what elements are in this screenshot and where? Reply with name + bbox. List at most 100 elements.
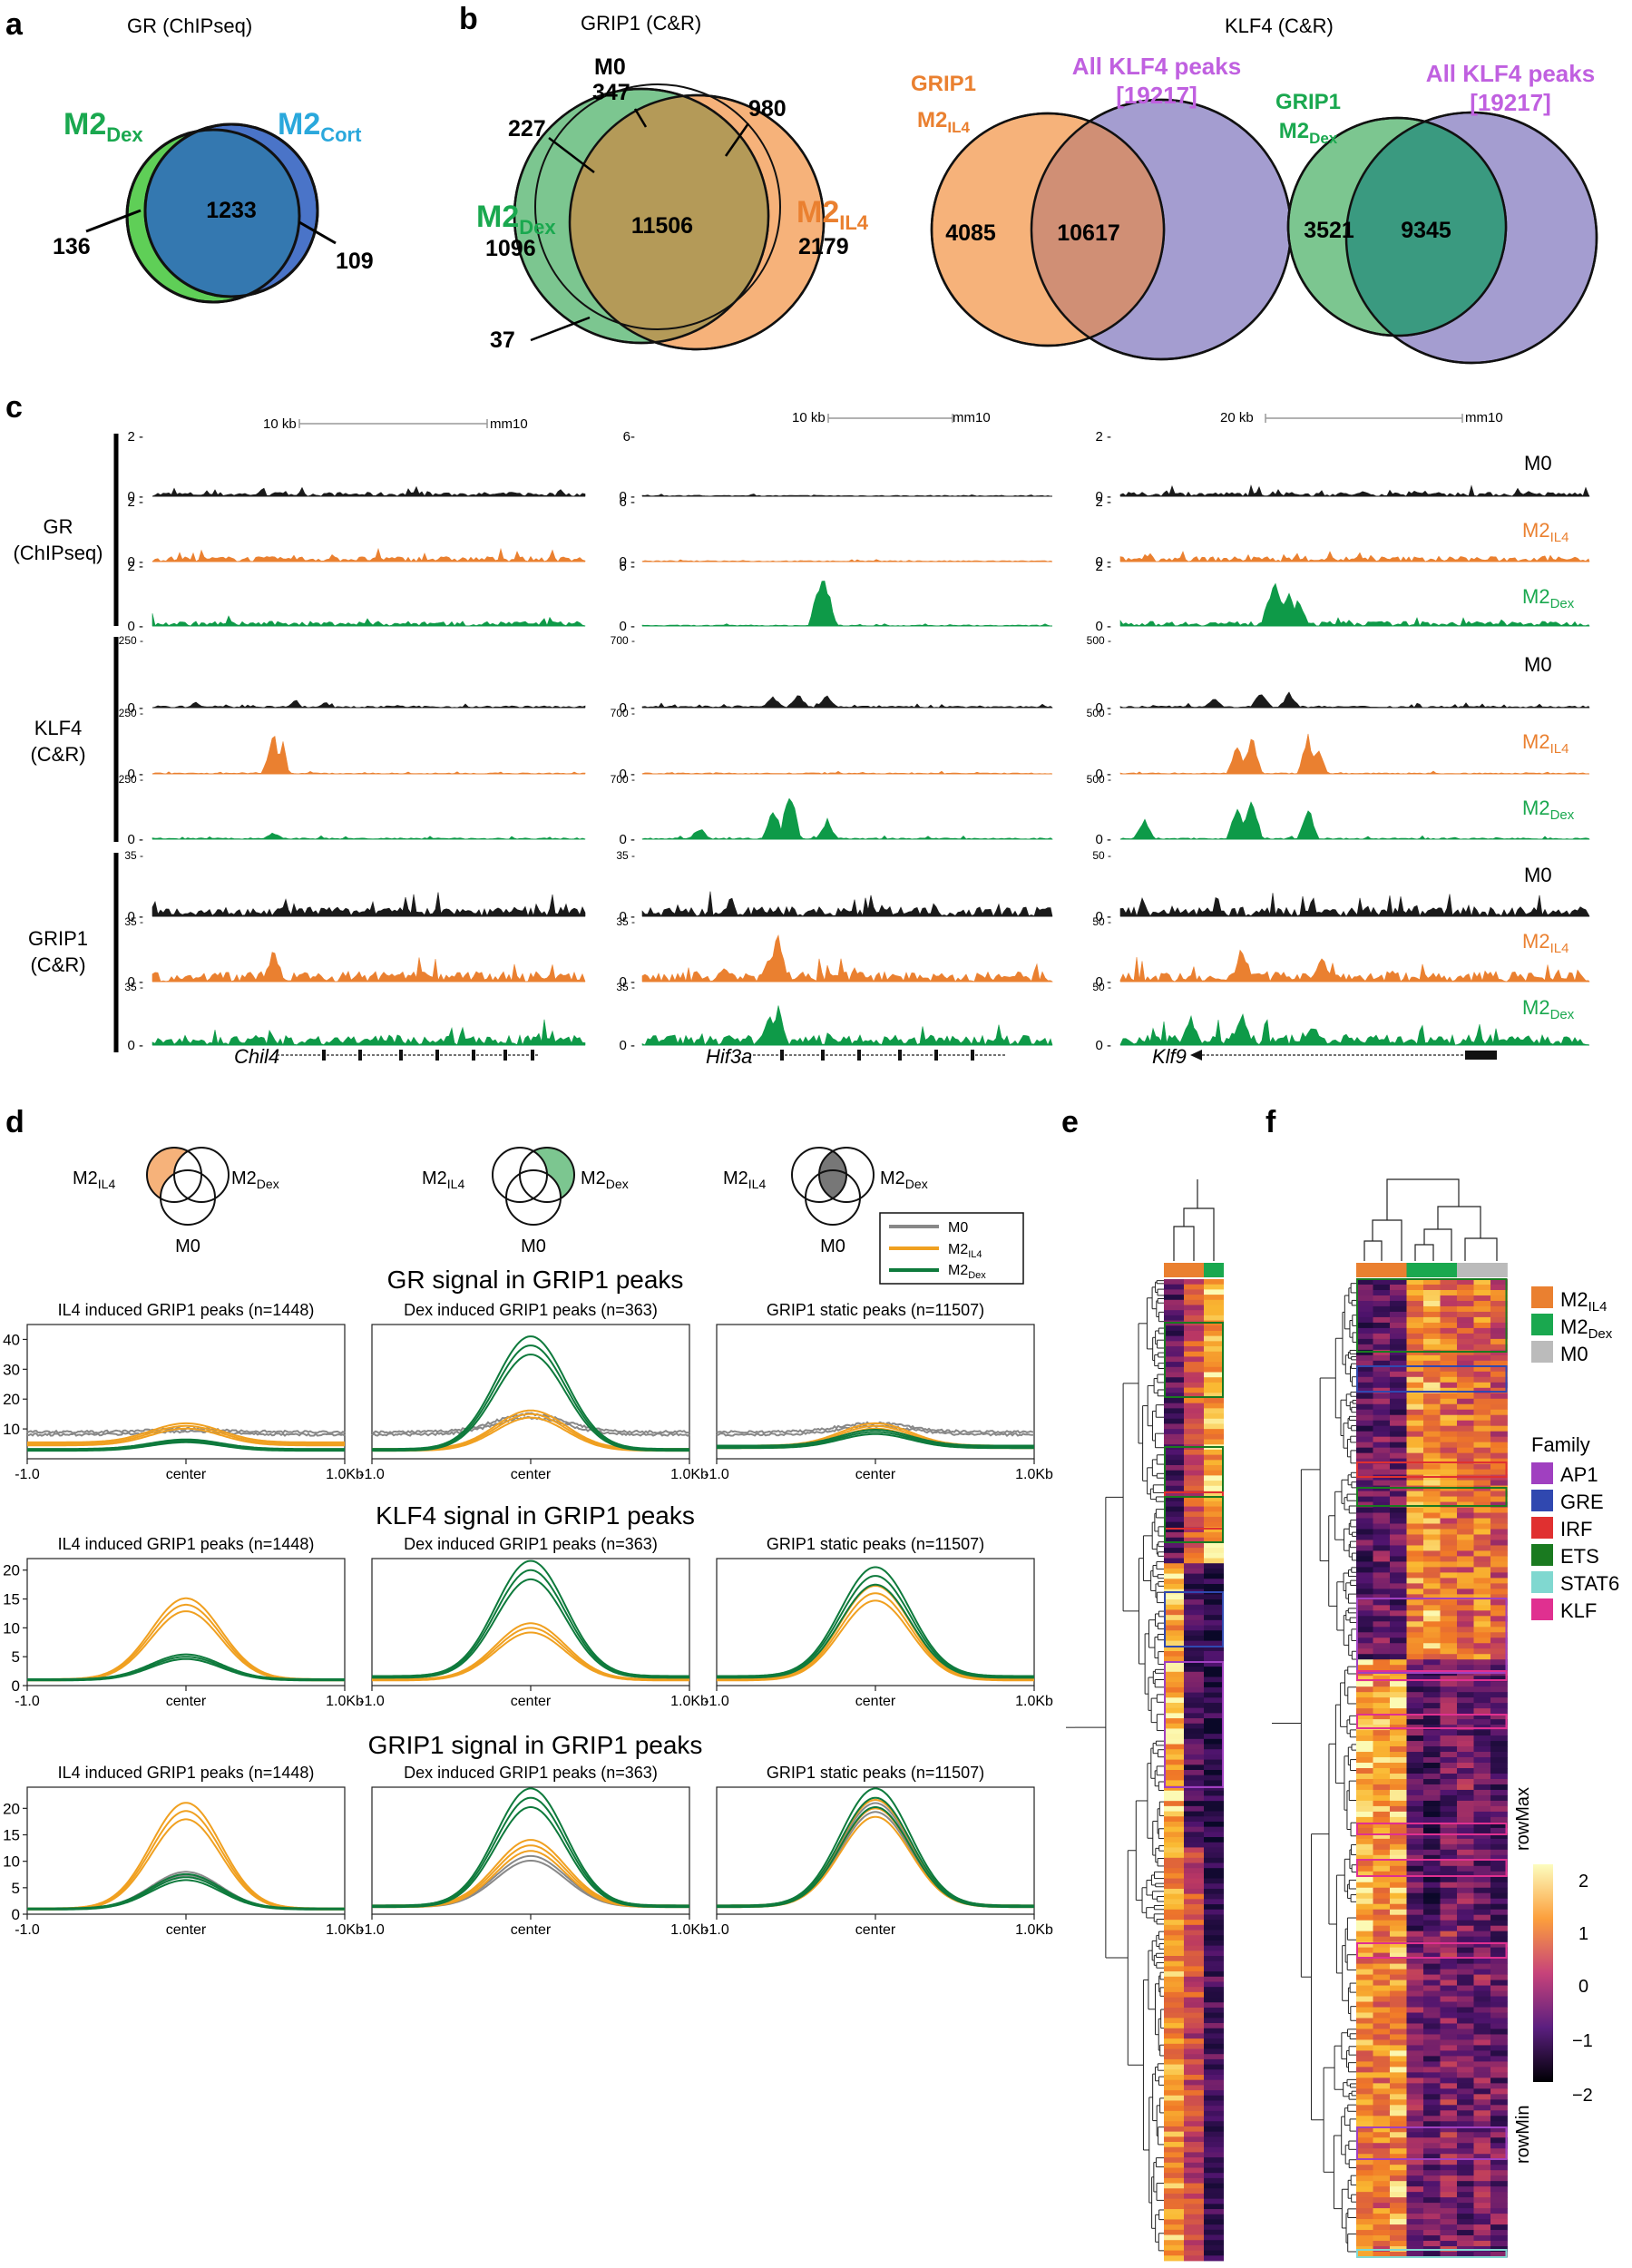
heatmap-f-cell bbox=[1457, 1876, 1474, 1883]
heatmap-f-cell bbox=[1490, 1763, 1508, 1769]
profile-line-m2dex bbox=[717, 1806, 1034, 1909]
heatmap-f-cell bbox=[1473, 1811, 1491, 1818]
profile-ytick: 0 bbox=[12, 1906, 20, 1923]
heatmap-f-cell bbox=[1490, 1920, 1508, 1927]
heatmap-f-cell bbox=[1457, 2126, 1474, 2133]
assembly-2: mm10 bbox=[953, 410, 991, 425]
heatmap-f-cell bbox=[1356, 1420, 1373, 1427]
heatmap-f-cell bbox=[1457, 1697, 1474, 1704]
heatmap-e-cell bbox=[1204, 1346, 1224, 1353]
heatmap-f-cell bbox=[1473, 2126, 1491, 2133]
heatmap-e-cell bbox=[1184, 1548, 1204, 1554]
heatmap-f-cell bbox=[1406, 1540, 1424, 1546]
heatmap-f-cell bbox=[1440, 1534, 1458, 1540]
heatmap-f-cell bbox=[1490, 1610, 1508, 1617]
heatmap-f-cell bbox=[1490, 1800, 1508, 1807]
profile-line-m2dex bbox=[716, 1575, 1035, 1678]
heatmap-e-cell bbox=[1204, 1914, 1224, 1921]
profile-xtick: center bbox=[166, 1694, 207, 1709]
heatmap-f-cell bbox=[1473, 2224, 1491, 2231]
heatmap-f-cell bbox=[1406, 1735, 1424, 1742]
heatmap-e-cell bbox=[1204, 1619, 1224, 1626]
track-tick: 0 - bbox=[1095, 767, 1111, 782]
heatmap-f-cell bbox=[1390, 1452, 1407, 1460]
legend-f-dex-swatch bbox=[1531, 1314, 1553, 1335]
heatmap-f-cell bbox=[1373, 1969, 1391, 1975]
small-venn-circle bbox=[505, 1169, 562, 1226]
heatmap-e-cell bbox=[1184, 1635, 1204, 1642]
heatmap-f-cell bbox=[1457, 2208, 1474, 2214]
heatmap-f-cell bbox=[1390, 1447, 1407, 1454]
heatmap-e-cell bbox=[1164, 1351, 1184, 1357]
heatmap-e-cell bbox=[1184, 1335, 1204, 1342]
group-klf4-l2: (C&R) bbox=[30, 743, 85, 766]
heatmap-e-cell bbox=[1164, 2116, 1184, 2122]
heatmap-f-cell bbox=[1423, 1746, 1441, 1753]
heatmap-e-cell bbox=[1164, 1366, 1184, 1373]
heatmap-f-cell bbox=[1440, 1822, 1458, 1829]
heatmap-e-cell bbox=[1184, 1341, 1204, 1347]
heatmap-f-cell bbox=[1473, 2034, 1491, 2040]
heatmap-e-cell bbox=[1184, 1619, 1204, 1626]
heatmap-e-cell bbox=[1184, 1728, 1204, 1735]
venn-a-right-label: M2Cort bbox=[278, 107, 362, 146]
heatmap-f-cell bbox=[1373, 1512, 1391, 1519]
heatmap-f-cell bbox=[1423, 1882, 1441, 1889]
heatmap-e-cell bbox=[1204, 1702, 1224, 1709]
heatmap-e-cell bbox=[1204, 1284, 1224, 1290]
heatmap-e-cell bbox=[1164, 1950, 1184, 1957]
heatmap-e-cell bbox=[1164, 1315, 1184, 1321]
gene-klf9: Klf9 bbox=[1152, 1045, 1187, 1068]
heatmap-f-cell bbox=[1457, 1491, 1474, 1497]
heatmap-f-cell bbox=[1440, 2148, 1458, 2155]
heatmap-f-cell bbox=[1390, 2143, 1407, 2149]
sv3-bottom: M0 bbox=[820, 1237, 845, 1256]
heatmap-f-cell bbox=[1490, 1354, 1508, 1362]
track-label-gr-m0: M0 bbox=[1524, 452, 1552, 474]
heatmap-f-cell bbox=[1473, 1322, 1491, 1329]
heatmap-e-cell bbox=[1204, 1423, 1224, 1430]
heatmap-e-cell bbox=[1184, 1470, 1204, 1476]
heatmap-f-cell bbox=[1423, 1529, 1441, 1535]
heatmap-f-cell bbox=[1457, 2170, 1474, 2176]
heatmap-f-cell bbox=[1457, 1681, 1474, 1687]
heatmap-e-cell bbox=[1184, 1677, 1204, 1683]
track-tick: 250 - bbox=[119, 773, 143, 786]
heatmap-e-cell bbox=[1184, 1976, 1204, 1982]
heatmap-f-cell bbox=[1473, 1599, 1491, 1606]
heatmap-f-cell bbox=[1373, 2175, 1391, 2182]
heatmap-f-cell bbox=[1390, 2132, 1407, 2138]
heatmap-e-cell bbox=[1164, 2002, 1184, 2009]
heatmap-f-cell bbox=[1406, 1920, 1424, 1927]
heatmap-f-cell bbox=[1356, 2067, 1373, 2073]
track-tick: 2 - bbox=[127, 429, 143, 445]
heatmap-f-cell bbox=[1457, 1284, 1474, 1291]
heatmap-f-cell bbox=[1406, 1794, 1424, 1802]
heatmap-f-cell bbox=[1490, 1382, 1508, 1389]
heatmap-f-cell bbox=[1440, 2105, 1458, 2111]
heatmap-e-cell bbox=[1204, 1667, 1224, 1673]
heatmap-f-cell bbox=[1390, 2088, 1407, 2095]
track-tick: 2 - bbox=[1095, 494, 1111, 510]
heatmap-f-cell bbox=[1423, 1914, 1441, 1921]
heatmap-f-cell bbox=[1457, 2214, 1474, 2220]
heatmap-f-cell bbox=[1423, 1545, 1441, 1551]
venn-b1-center-count: 11506 bbox=[631, 213, 693, 239]
heatmap-e-cell bbox=[1164, 2234, 1184, 2241]
heatmap-f-cell bbox=[1356, 2132, 1373, 2138]
track-label-grip-dex: M2Dex bbox=[1522, 996, 1575, 1022]
heatmap-f-cell bbox=[1390, 1284, 1407, 1291]
heatmap-f-cell bbox=[1457, 1882, 1474, 1889]
heatmap-f-cell bbox=[1457, 1610, 1474, 1617]
heatmap-f-cell bbox=[1390, 2001, 1407, 2008]
heatmap-f-cell bbox=[1406, 1589, 1424, 1595]
heatmap-e-cell bbox=[1204, 1960, 1224, 1967]
heatmap-f-cell bbox=[1423, 1300, 1441, 1307]
heatmap-f-cell bbox=[1457, 1822, 1474, 1829]
heatmap-f-cell bbox=[1406, 1523, 1424, 1530]
heatmap-f-cell bbox=[1390, 2050, 1407, 2057]
heatmap-f-cell bbox=[1473, 1692, 1491, 1698]
heatmap-f-cell bbox=[1490, 1545, 1508, 1551]
heatmap-f-cell bbox=[1356, 2241, 1373, 2247]
heatmap-f-cell bbox=[1457, 2224, 1474, 2231]
